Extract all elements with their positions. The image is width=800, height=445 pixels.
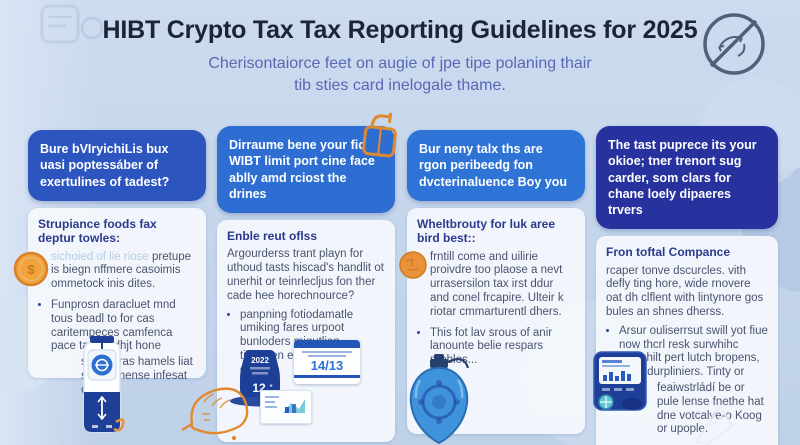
list-item: frntill come and uilirie proivdre too pl… [430,251,575,320]
column-1-header: Bure bVIryichiLis bux uasi poptessáber o… [28,130,206,201]
crypto-terminal-icon [83,336,125,433]
column-2-intro: Argourderss trant playn for uthoud tasts… [227,248,384,302]
column-4-header: The tast puprece its your okioe; tner tr… [596,126,778,230]
list-item: sichoied of lie riose pretupe is biegn n… [51,251,196,292]
list-item: Funprosn daracluet mnd tous beadl to for… [51,299,196,398]
svg-text:$: $ [27,262,35,277]
mini-chart-card [260,390,312,424]
column-1-subheading: Strupiance foods fax deptur towles: [38,216,157,246]
watermark-calculator-icon [40,4,104,44]
score-card-line [302,351,352,353]
header: HIBT Crypto Tax Tax Reporting Guidelines… [0,16,800,96]
subtitle-line-2: tib sties card inelogale thame. [294,76,506,94]
orange-ball-icon [399,251,427,279]
page-title: HIBT Crypto Tax Tax Reporting Guidelines… [102,16,698,44]
package-sketch-icon [362,112,397,158]
ornament-shield-icon [409,354,470,445]
page-subtitle: Cherisontaiorce feet on augie of jpe tip… [0,53,800,96]
list-item-continuation: feaiwstrládí be or pule lense fnethe hat… [657,382,764,436]
column-3-list: frntill come and uilirie proivdre too pl… [417,251,575,368]
list-item-text: Arsur ouliserrsut swill yot fiue now thc… [619,324,768,379]
column-4-list: Arsur ouliserrsut swill yot fiue now thc… [606,325,768,437]
svg-text:*: * [269,383,272,392]
ghost-text: sichoied of lie riose [51,250,149,263]
column-4-intro: rcaper tonve dscurcles. vith defly ting … [606,264,764,319]
coin-icon: $ [13,251,49,287]
column-1-list: sichoied of lie riose pretupe is biegn n… [38,251,196,398]
column-2-subheading: Enble reut oflss [227,229,318,243]
column-2-header: Dirraume bene your fic WIBT limit port c… [217,126,395,213]
column-4: The tast puprece its your okioe; tner tr… [596,126,778,445]
score-card-footer-bar [294,375,360,379]
subtitle-line-1: Cherisontaiorce feet on augie of jpe tip… [208,55,592,72]
column-3-subheading: Wheltbrouty for luk aree bird best:: [417,216,556,246]
column-4-panel: Fron toftal Compance rcaper tonve dscurc… [596,236,778,445]
column-4-subheading: Fron toftal Compance [606,245,731,260]
column-1: Bure bVIryichiLis bux uasi poptessáber o… [28,126,206,396]
score-card: 14/13 [294,340,360,384]
score-card-value: 14/13 [310,358,344,373]
calculator-chart-icon [593,351,647,411]
column-3-header: Bur neny talx ths are rgon peribeedg fon… [407,130,585,201]
no-entry-arrows-icon [703,13,765,75]
list-item: Arsur ouliserrsut swill yot fiue now thc… [619,325,768,437]
year-badge-year: 2022 [251,356,269,365]
faint-paper-sketch-icon [693,403,734,445]
helmet-sketch-icon [181,387,249,441]
score-card-header-bar [294,340,360,348]
mini-chart [265,396,305,413]
list-item-text: pretupe is biegn nffmere casoimis ommeto… [51,250,192,291]
score-card-line [308,355,346,357]
list-item-text: Funprosn daracluet mnd tous beadl to for… [51,298,176,353]
